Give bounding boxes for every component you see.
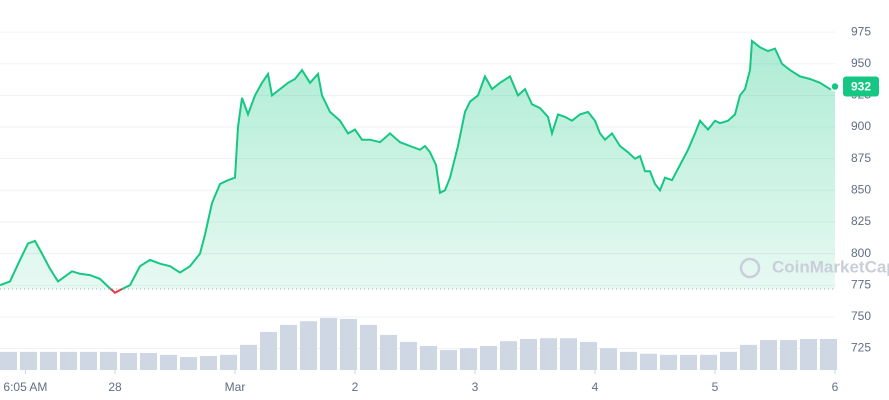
volume-bar — [460, 348, 477, 370]
volume-bar — [820, 338, 837, 370]
volume-bar — [20, 351, 37, 370]
y-tick-label: 875 — [851, 151, 871, 165]
volume-bar — [240, 344, 257, 370]
volume-bar — [480, 345, 497, 370]
x-tick-label: 6:05 AM — [3, 380, 47, 394]
volume-bar — [540, 338, 557, 370]
price-line — [0, 39, 836, 290]
volume-bar — [340, 319, 357, 370]
volume-bar — [100, 351, 117, 370]
volume-bar — [600, 348, 617, 370]
volume-bar — [80, 351, 97, 370]
volume-bar — [60, 351, 77, 370]
volume-bar — [760, 340, 777, 370]
current-dot — [830, 81, 840, 92]
volume-bar — [800, 338, 817, 370]
watermark-logo — [739, 257, 761, 279]
y-tick-label: 750 — [851, 309, 871, 323]
volume-bar — [580, 341, 597, 370]
y-tick-label: 825 — [851, 214, 871, 228]
y-tick-label: 950 — [851, 56, 871, 70]
y-tick-label: 975 — [851, 24, 871, 38]
volume-bar — [360, 324, 377, 370]
x-tick-label: 5 — [712, 380, 719, 394]
volume-bar — [160, 354, 177, 370]
price-area — [0, 41, 835, 290]
volume-bar — [180, 357, 197, 370]
volume-bar — [320, 317, 337, 370]
volume-bar — [640, 353, 657, 370]
volume-bar — [220, 354, 237, 370]
volume-bar — [400, 341, 417, 370]
volume-bar — [500, 341, 517, 370]
volume-bar — [120, 353, 137, 370]
volume-bar — [0, 351, 17, 370]
volume-bar — [700, 354, 717, 370]
volume-bar — [380, 334, 397, 370]
volume-bar — [40, 351, 57, 370]
y-tick-label: 850 — [851, 182, 871, 196]
x-tick-label: Mar — [225, 380, 246, 394]
volume-bar — [440, 350, 457, 370]
volume-bar — [280, 324, 297, 370]
volume-bar — [660, 354, 677, 370]
volume-bar — [560, 338, 577, 370]
volume-bar — [140, 353, 157, 370]
x-tick-label: 3 — [472, 380, 479, 394]
volume-bar — [260, 331, 277, 370]
volume-bar — [720, 351, 737, 370]
y-tick-label: 900 — [851, 119, 871, 133]
x-tick-label: 28 — [108, 380, 122, 394]
x-tick-label: 6 — [832, 380, 839, 394]
x-tick-label: 4 — [592, 380, 599, 394]
y-tick-label: 800 — [851, 246, 871, 260]
volume-bar — [620, 351, 637, 370]
volume-bar — [200, 355, 217, 370]
volume-bar — [300, 321, 317, 370]
price-badge — [843, 76, 879, 97]
volume-bar — [780, 340, 797, 370]
volume-bar — [520, 338, 537, 370]
volume-bar — [420, 345, 437, 370]
x-tick-label: 2 — [352, 380, 359, 394]
volume-bar — [740, 344, 757, 370]
watermark: CoinMarketCap — [772, 257, 889, 276]
volume-bar — [680, 354, 697, 370]
y-tick-label: 725 — [851, 341, 871, 355]
price-badge-label: 932 — [851, 80, 871, 94]
y-tick-label: 775 — [851, 277, 871, 291]
